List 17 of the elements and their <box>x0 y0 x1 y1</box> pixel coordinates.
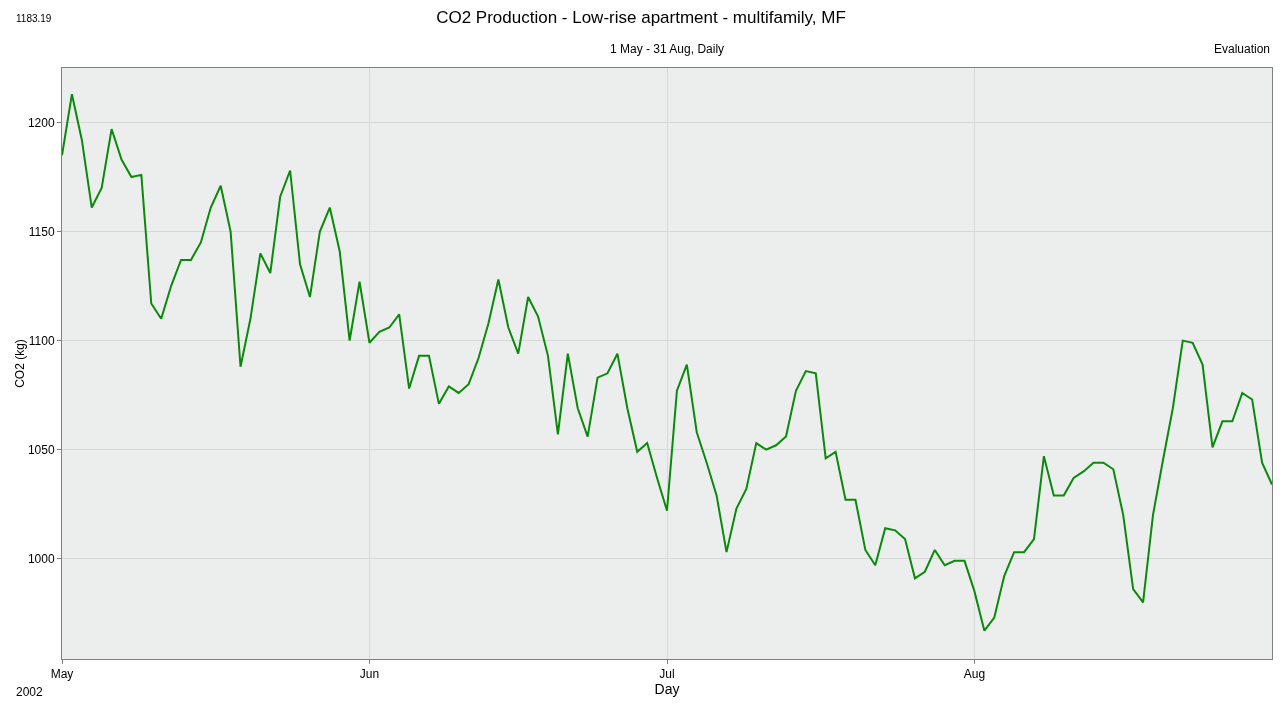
y-axis-title: CO2 (kg) <box>12 339 27 388</box>
text: 2002 <box>16 685 44 699</box>
text: Evaluation <box>1214 42 1271 56</box>
x-tick-label: May <box>50 667 74 682</box>
x-tick-label: Aug <box>963 667 986 682</box>
y-tick-label: 1150 <box>28 224 55 239</box>
y-tick-label: 1000 <box>27 551 55 566</box>
x-tick-label: Jun <box>359 667 380 682</box>
text: 1183.19 <box>16 13 52 24</box>
chart-subtitle: 1 May - 31 Aug, Daily <box>610 42 725 56</box>
chart-title: CO2 Production - Low-rise apartment - multifamily, MF <box>436 7 846 27</box>
line-series <box>62 93 1272 632</box>
x-tick-label: Jul <box>659 667 675 682</box>
y-tick-label: 1200 <box>27 115 55 130</box>
y-tick-label: 1050 <box>27 442 55 457</box>
y-tick-label: 1100 <box>28 333 55 348</box>
x-axis-title: Day <box>654 681 680 698</box>
